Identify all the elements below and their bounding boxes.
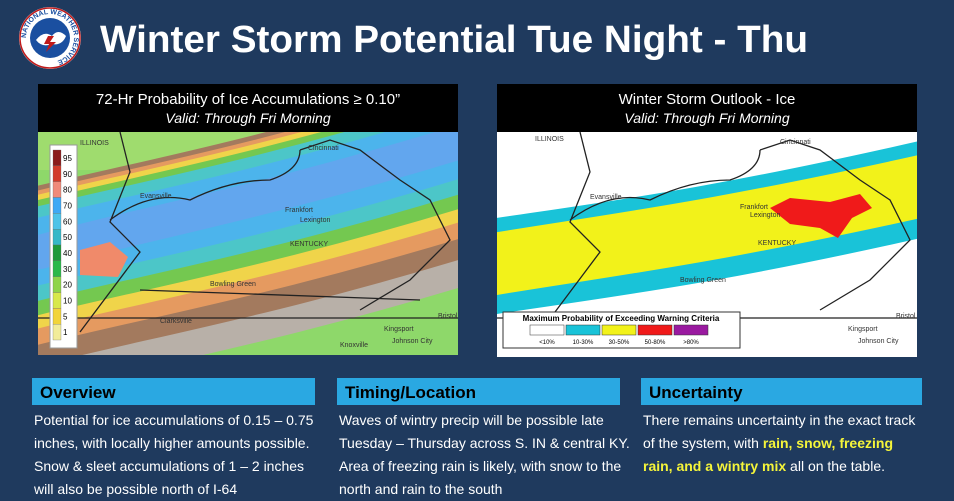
legend-swatch bbox=[52, 197, 62, 214]
legend-label: 5 bbox=[63, 312, 68, 321]
place-label: Knoxville bbox=[340, 342, 368, 349]
legend-swatch bbox=[52, 308, 62, 325]
legend-label: 70 bbox=[63, 201, 72, 210]
legend-swatch bbox=[529, 324, 565, 336]
place-label: ILLINOIS bbox=[80, 140, 109, 147]
logo: NATIONAL WEATHER SERVICE bbox=[19, 7, 81, 69]
legend-label: 20 bbox=[63, 281, 72, 290]
legend-swatch bbox=[637, 324, 673, 336]
legend-swatch bbox=[52, 244, 62, 261]
section-heading: Timing/Location bbox=[345, 383, 476, 402]
legend-label: 10 bbox=[63, 296, 72, 305]
legend-swatch bbox=[52, 213, 62, 230]
text: There remains uncertainty in the exact t… bbox=[643, 412, 916, 451]
legend-swatch bbox=[673, 324, 709, 336]
legend-label: 80 bbox=[63, 186, 72, 195]
legend-label: 50 bbox=[63, 233, 72, 242]
place-label: KENTUCKY bbox=[290, 241, 328, 248]
place-label: Kingsport bbox=[848, 326, 878, 333]
highlight: rain, snow, freezing rain, and a wintry … bbox=[643, 435, 893, 474]
legend-label: <10% bbox=[539, 340, 555, 346]
place-label: Lexington bbox=[300, 217, 330, 224]
legend-label: 60 bbox=[63, 217, 72, 226]
place-label: Clarksville bbox=[160, 318, 192, 325]
legend-swatch bbox=[52, 260, 62, 277]
panel-title: Winter Storm Outlook - Ice bbox=[619, 91, 796, 108]
section-text: There remains uncertainty in the exact t… bbox=[643, 409, 921, 478]
place-label: Johnson City bbox=[392, 338, 433, 345]
text: Potential for ice accumulations of 0.15 … bbox=[34, 412, 314, 497]
place-label: Bowling Green bbox=[680, 277, 726, 284]
panel-title: 72-Hr Probability of Ice Accumulations ≥… bbox=[96, 91, 400, 108]
legend-swatch bbox=[601, 324, 637, 336]
place-label: Cincinnati bbox=[780, 139, 811, 146]
ice-map bbox=[38, 132, 458, 355]
place-label: Evansville bbox=[590, 194, 622, 201]
section-header bbox=[337, 378, 620, 405]
legend-title: Maximum Probability of Exceeding Warning… bbox=[523, 314, 720, 323]
legend-swatch bbox=[52, 324, 62, 341]
legend-swatch bbox=[52, 149, 62, 166]
section-text: Potential for ice accumulations of 0.15 … bbox=[34, 409, 326, 501]
place-label: ILLINOIS bbox=[535, 136, 564, 143]
legend-swatch bbox=[52, 181, 62, 198]
panel-subtitle: Valid: Through Fri Morning bbox=[624, 110, 789, 126]
legend-label: >80% bbox=[683, 340, 699, 346]
section-header bbox=[641, 378, 922, 405]
section-heading: Uncertainty bbox=[649, 383, 743, 402]
legend-swatch bbox=[52, 165, 62, 182]
legend-swatch bbox=[52, 292, 62, 309]
legend-label: 40 bbox=[63, 249, 72, 258]
section-header bbox=[32, 378, 315, 405]
legend-swatch bbox=[565, 324, 601, 336]
legend-label: 95 bbox=[63, 154, 72, 163]
place-label: Frankfort bbox=[285, 207, 313, 214]
place-label: Bowling Green bbox=[210, 281, 256, 288]
place-label: Bristol bbox=[896, 313, 916, 320]
text: all on the table. bbox=[786, 458, 886, 474]
legend-swatch bbox=[52, 276, 62, 293]
place-label: KENTUCKY bbox=[758, 240, 796, 247]
section-heading: Overview bbox=[40, 383, 116, 402]
legend-swatch bbox=[52, 229, 62, 246]
text: Waves of wintry precip will be possible … bbox=[339, 412, 630, 497]
legend-label: 1 bbox=[63, 328, 68, 337]
place-label: Bristol bbox=[438, 313, 458, 320]
legend-label: 30-50% bbox=[609, 340, 630, 346]
legend-label: 50-80% bbox=[645, 340, 666, 346]
section-text: Waves of wintry precip will be possible … bbox=[339, 409, 631, 501]
panel-header bbox=[38, 84, 458, 132]
place-label: Lexington bbox=[750, 212, 780, 219]
place-label: Cincinnati bbox=[308, 145, 339, 152]
panel-header bbox=[497, 84, 917, 132]
legend-label: 30 bbox=[63, 265, 72, 274]
place-label: Frankfort bbox=[740, 204, 768, 211]
legend-label: 90 bbox=[63, 170, 72, 179]
place-label: Johnson City bbox=[858, 338, 899, 345]
legend-label: 10-30% bbox=[573, 340, 594, 346]
place-label: Evansville bbox=[140, 193, 172, 200]
panel-subtitle: Valid: Through Fri Morning bbox=[165, 110, 330, 126]
title: Winter Storm Potential Tue Night - Thu bbox=[100, 19, 808, 61]
place-label: Kingsport bbox=[384, 326, 414, 333]
